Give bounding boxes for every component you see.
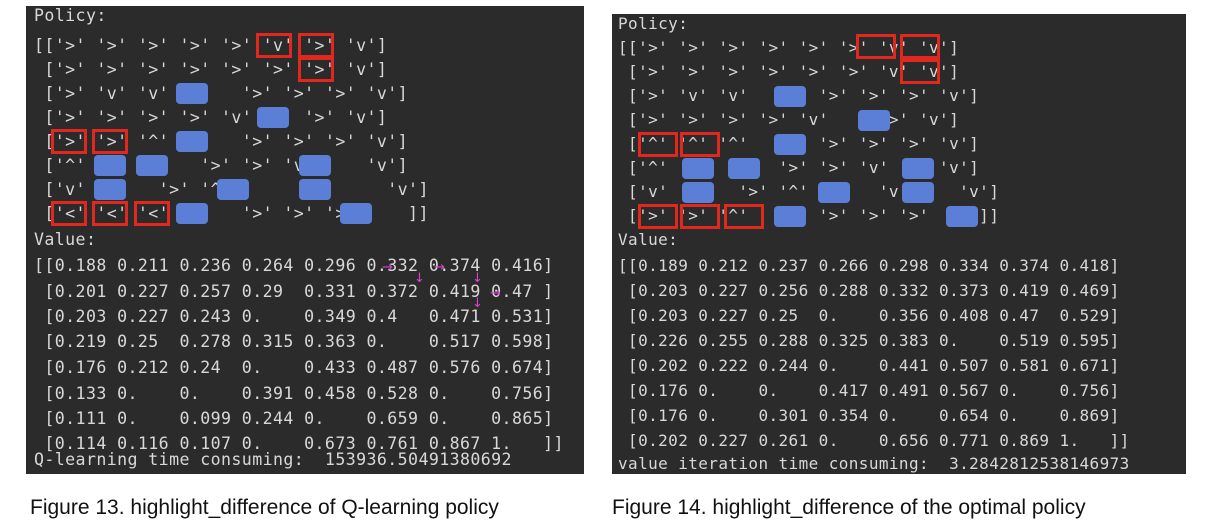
difference-highlight-box — [298, 57, 334, 82]
arrow-down-icon: ↓ — [472, 271, 483, 286]
obstacle-cell — [299, 179, 331, 200]
difference-highlight-box — [856, 34, 896, 59]
policy-row: ['>' '>' '^' '>' '>' '>' ]] — [618, 206, 1000, 225]
value-row: [0.133 0. 0. 0.391 0.458 0.528 0. 0.756] — [34, 384, 554, 403]
value-row: [0.201 0.227 0.257 0.29 0.331 0.372 0.41… — [34, 282, 554, 301]
obstacle-cell — [728, 158, 760, 179]
difference-highlight-box — [638, 204, 678, 229]
difference-highlight-box — [680, 204, 720, 229]
arrow-right-icon: → — [434, 260, 445, 275]
difference-highlight-box — [298, 33, 334, 58]
value-row: [0.202 0.227 0.261 0. 0.656 0.771 0.869 … — [618, 431, 1130, 450]
obstacle-cell — [774, 134, 806, 155]
timing-line: value iteration time consuming: 3.284281… — [618, 454, 1130, 473]
policy-header: Policy: — [34, 6, 107, 25]
value-row: [0.176 0. 0. 0.417 0.491 0.567 0. 0.756] — [618, 381, 1120, 400]
value-row: [0.202 0.222 0.244 0. 0.441 0.507 0.581 … — [618, 356, 1120, 375]
difference-highlight-box — [680, 132, 720, 157]
value-row: [0.219 0.25 0.278 0.315 0.363 0. 0.517 0… — [34, 332, 554, 351]
value-row: [0.176 0. 0.301 0.354 0. 0.654 0. 0.869] — [618, 406, 1120, 425]
obstacle-cell — [257, 107, 289, 128]
timing-line: Q-learning time consuming: 153936.504913… — [34, 450, 512, 469]
obstacle-cell — [217, 179, 249, 200]
policy-row: ['>' '>' '^' '>' '>' '>' 'v'] — [34, 132, 409, 151]
value-header: Value: — [34, 230, 97, 249]
policy-row: ['^' '>' '>' 'v' 'v'] — [618, 158, 980, 177]
value-row: [0.203 0.227 0.25 0. 0.356 0.408 0.47 0.… — [618, 306, 1120, 325]
obstacle-cell — [682, 182, 714, 203]
obstacle-cell — [774, 86, 806, 107]
difference-highlight-box — [134, 201, 170, 226]
policy-row: ['v' '>' '^' 'v' 'v'] — [618, 182, 1000, 201]
figure13-console-panel: Policy: [['>' '>' '>' '>' '>' 'v' '>' 'v… — [26, 6, 584, 474]
policy-row: ['>' '>' '>' '>' 'v' '>' 'v'] — [618, 110, 960, 129]
difference-highlight-box — [92, 129, 128, 154]
policy-row: ['>' '>' '>' '>' '>' '>' '>' 'v'] — [34, 60, 388, 79]
value-header: Value: — [618, 230, 679, 249]
difference-highlight-box — [724, 204, 764, 229]
difference-highlight-box — [900, 59, 940, 84]
obstacle-cell — [774, 206, 806, 227]
obstacle-cell — [176, 203, 208, 224]
difference-highlight-box — [51, 129, 87, 154]
obstacle-cell — [94, 179, 126, 200]
obstacle-cell — [176, 131, 208, 152]
arrow-right-icon: → — [382, 260, 393, 275]
obstacle-cell — [682, 158, 714, 179]
policy-header: Policy: — [618, 14, 689, 33]
value-row: [0.111 0. 0.099 0.244 0. 0.659 0. 0.865] — [34, 409, 554, 428]
policy-row: [['>' '>' '>' '>' '>' 'v' '>' 'v'] — [34, 36, 388, 55]
policy-row: ['^' '^' '^' '>' '>' '>' 'v'] — [628, 134, 980, 153]
policy-row: ['>' '>' '>' '>' 'v' '>' 'v'] — [34, 108, 388, 127]
value-row: [0.203 0.227 0.256 0.288 0.332 0.373 0.4… — [618, 281, 1120, 300]
value-row: [[0.189 0.212 0.237 0.266 0.298 0.334 0.… — [618, 256, 1120, 275]
difference-highlight-box — [900, 34, 940, 59]
figure14-console-panel: Policy: [['>' '>' '>' '>' '>' '>' 'v' 'v… — [612, 14, 1186, 474]
difference-highlight-box — [51, 201, 87, 226]
figure14-caption: Figure 14. highlight_difference of the o… — [612, 496, 1086, 519]
value-row: [0.203 0.227 0.243 0. 0.349 0.4 0.471 0.… — [34, 307, 554, 326]
obstacle-cell — [902, 158, 934, 179]
obstacle-cell — [299, 155, 331, 176]
obstacle-cell — [176, 83, 208, 104]
difference-highlight-box — [92, 201, 128, 226]
obstacle-cell — [902, 182, 934, 203]
policy-row: ['^' '>' '>' 'v' 'v'] — [34, 156, 409, 175]
difference-highlight-box — [638, 132, 678, 157]
obstacle-cell — [94, 155, 126, 176]
obstacle-cell — [340, 203, 372, 224]
difference-highlight-box — [256, 33, 292, 58]
policy-row: ['>' '>' '>' '>' '>' '>' 'v' 'v'] — [618, 62, 960, 81]
value-row: [[0.188 0.211 0.236 0.264 0.296 0.332 0.… — [34, 256, 554, 275]
arrow-right-icon: → — [490, 286, 501, 301]
figure13-caption: Figure 13. highlight_difference of Q-lea… — [30, 496, 499, 519]
arrow-down-icon: ↓ — [472, 296, 483, 311]
obstacle-cell — [858, 110, 890, 131]
obstacle-cell — [818, 182, 850, 203]
policy-row: ['>' 'v' 'v' '>' '>' '>' 'v'] — [34, 84, 409, 103]
policy-row: ['>' 'v' 'v' '>' '>' '>' 'v'] — [628, 86, 980, 105]
arrow-down-icon: ↓ — [414, 271, 425, 286]
value-row: [0.226 0.255 0.288 0.325 0.383 0. 0.519 … — [618, 331, 1120, 350]
value-row: [0.114 0.116 0.107 0. 0.673 0.761 0.867 … — [34, 434, 564, 453]
obstacle-cell — [136, 155, 168, 176]
obstacle-cell — [946, 206, 978, 227]
value-row: [0.176 0.212 0.24 0. 0.433 0.487 0.576 0… — [34, 358, 554, 377]
